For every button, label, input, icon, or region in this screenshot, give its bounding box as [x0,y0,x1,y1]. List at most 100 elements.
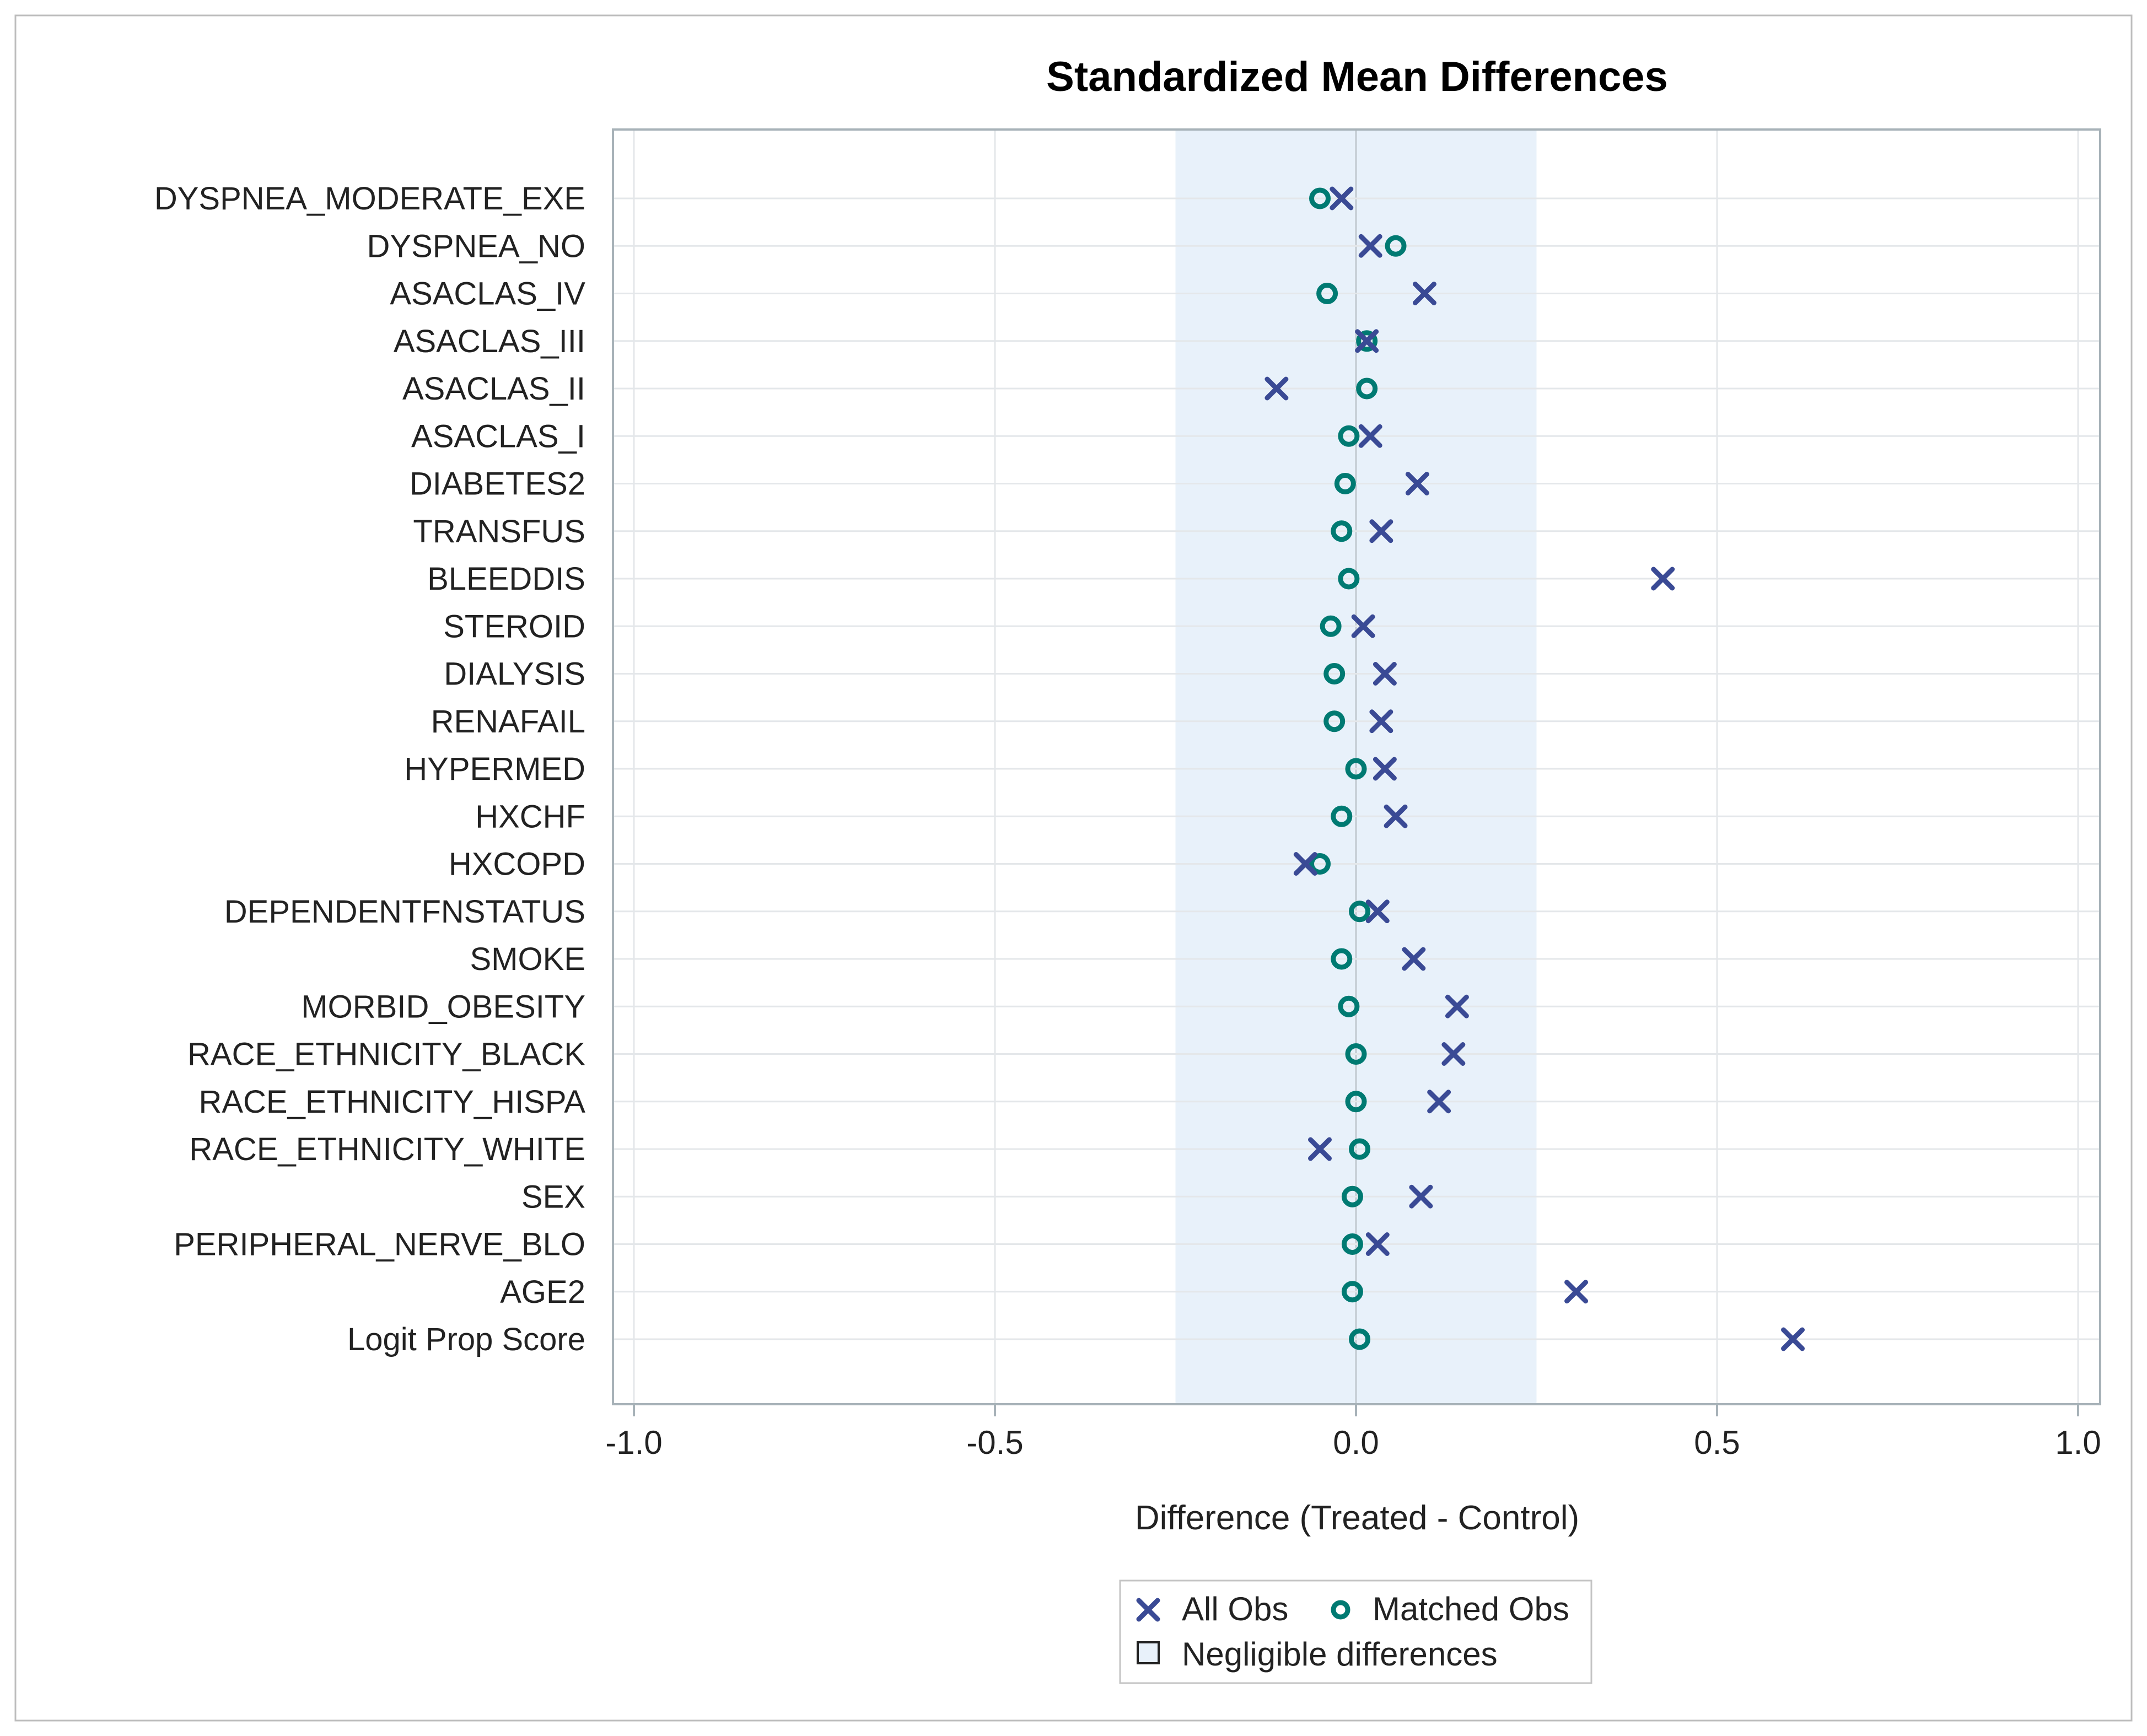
matched-obs-point [1341,1233,1363,1255]
all-obs-point-stroke [1427,1090,1451,1114]
matched-obs-point [1323,710,1346,732]
all-obs-point [1781,1327,1805,1351]
matched-obs-point [1331,520,1353,542]
variable-label: ASACLAS_I [411,418,585,454]
matched-obs-point [1316,283,1338,304]
legend-item-all-obs: All Obs [1136,1591,1288,1627]
chart-title: Standardized Mean Differences [1046,53,1668,100]
all-obs-point [1351,614,1375,638]
x-tick-label: 1.0 [2055,1424,2101,1461]
matched-obs-point [1345,758,1367,780]
legend-label-matched-obs: Matched Obs [1373,1591,1569,1627]
all-obs-point-stroke [1564,1280,1589,1304]
all-obs-point [1308,1137,1332,1161]
matched-obs-point [1331,805,1353,827]
all-obs-point-stroke [1358,424,1382,448]
all-obs-point-stroke [1405,472,1429,495]
variable-label: BLEEDDIS [427,561,585,597]
matched-obs-point [1385,235,1407,257]
variable-label: RENAFAIL [431,704,585,740]
matched-obs-point [1349,1328,1371,1350]
negligible-differences-swatch [1137,1641,1160,1664]
matched-obs-point [1345,1043,1367,1065]
all-obs-point [1373,757,1397,781]
legend-box [1119,1579,1592,1684]
variable-label: DEPENDENTFNSTATUS [224,894,585,930]
variable-label: Logit Prop Score [347,1322,585,1357]
all-obs-point-stroke [1330,186,1354,211]
all-obs-point [1373,662,1397,686]
variable-label: RACE_ETHNICITY_WHITE [189,1131,585,1167]
variable-label: SEX [521,1179,585,1215]
x-tick-label: -0.5 [966,1424,1023,1461]
all-obs-point-stroke [1409,1184,1433,1209]
variable-label: HXCOPD [449,847,585,882]
all-obs-point-stroke [1293,852,1317,876]
all-obs-point-stroke [1781,1327,1805,1351]
all-obs-point-stroke [1441,1042,1466,1066]
variable-label: HXCHF [475,799,585,834]
plot-area: -1.0 -0.5 0.0 0.5 1.0 DYSPNEA_MODERATE_EXE DYS… [154,128,2101,1461]
x-tick-label: -1.0 [605,1424,662,1461]
variable-label: AGE2 [500,1274,585,1310]
all-obs-point-stroke [1264,376,1289,401]
legend: All Obs Matched Obs Negligible differenc… [1119,1579,1592,1684]
variable-label: SMOKE [470,941,586,977]
variable-label: RACE_ETHNICITY_BLACK [187,1037,585,1072]
all-obs-point [1293,852,1317,876]
variable-label: ASACLAS_III [394,324,585,359]
matched-obs-point [1338,568,1360,590]
variable-label: ASACLAS_II [402,371,585,407]
variable-label: DYSPNEA_MODERATE_EXE [154,181,585,217]
matched-obs-point [1341,1185,1363,1207]
all-obs-point-stroke [1365,899,1390,924]
all-obs-point [1441,1042,1466,1066]
matched-obs-point [1320,615,1342,637]
variable-label: TRANSFUS [413,514,585,549]
matched-obs-point [1309,853,1331,875]
all-obs-legend-marker [1136,1598,1160,1622]
all-obs-point-stroke [1369,519,1393,543]
all-obs-point-stroke [1651,567,1675,591]
matched-obs-point [1309,187,1331,209]
all-obs-point-stroke [1445,994,1469,1018]
all-obs-point-stroke [1365,1232,1390,1256]
all-obs-point-stroke [1373,757,1397,781]
matched-obs-legend-marker [1331,1600,1350,1620]
all-obs-point [1365,899,1390,924]
variable-label: RACE_ETHNICITY_HISPA [198,1084,585,1120]
variable-label: ASACLAS_IV [390,276,585,312]
all-obs-point [1384,804,1408,828]
all-obs-point-stroke [1358,234,1382,258]
all-obs-point [1405,472,1429,495]
legend-item-negligible: Negligible differences [1137,1636,1498,1673]
all-obs-point [1330,186,1354,211]
matched-obs-point [1331,948,1353,970]
x-axis-title: Difference (Treated - Control) [1135,1499,1579,1537]
variable-label: STEROID [443,608,585,644]
all-obs-point [1355,329,1379,353]
all-obs-point [1369,519,1393,543]
all-obs-point [1445,994,1469,1018]
legend-label-all-obs: All Obs [1182,1591,1288,1627]
matched-obs-point [1341,1281,1363,1303]
all-obs-point-stroke [1369,709,1393,734]
matched-obs-point [1356,378,1378,400]
all-obs-point-stroke [1384,804,1408,828]
all-obs-point [1369,709,1393,734]
matched-obs-point [1338,995,1360,1017]
all-obs-point [1402,947,1426,971]
all-obs-point-stroke [1351,614,1375,638]
variable-label: DIALYSIS [444,656,585,692]
all-obs-point [1358,234,1382,258]
all-obs-point [1651,567,1675,591]
variable-label: DIABETES2 [410,466,585,502]
legend-label-negligible: Negligible differences [1182,1636,1498,1673]
legend-x-stroke [1136,1598,1160,1622]
variable-label: HYPERMED [404,751,585,787]
matched-obs-point [1345,1091,1367,1113]
matched-obs-point [1338,425,1360,447]
all-obs-point [1264,376,1289,401]
matched-obs-point [1349,901,1371,923]
